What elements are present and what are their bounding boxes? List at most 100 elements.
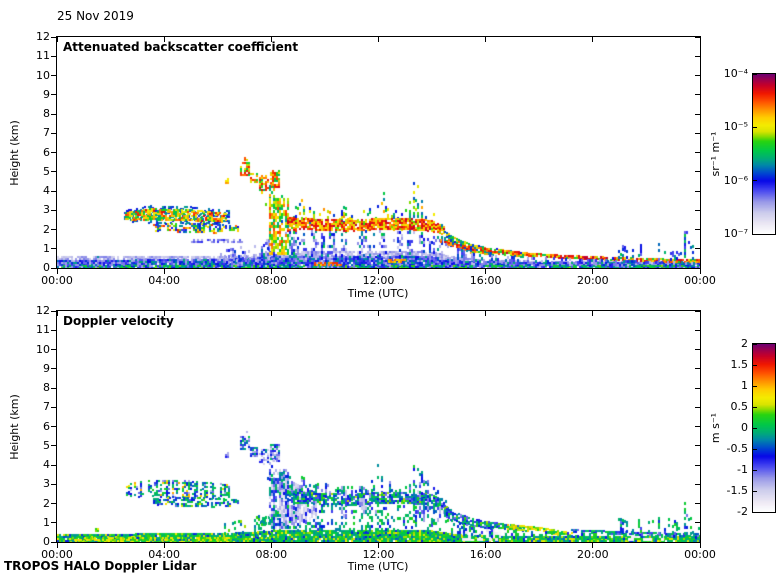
- tick-mark: [695, 406, 700, 408]
- tick-mark: [695, 248, 700, 250]
- colorbar-tick-label: 10⁻⁷: [723, 227, 748, 240]
- x-tick-label: 04:00: [148, 548, 180, 561]
- tick-mark: [378, 543, 379, 548]
- tick-mark: [592, 543, 594, 548]
- tick-mark: [695, 113, 700, 115]
- tick-mark: [51, 132, 56, 134]
- tick-mark: [51, 541, 56, 543]
- y-tick-label: 12: [36, 30, 50, 43]
- y-tick-label: 8: [43, 107, 50, 120]
- y-tick-label: 2: [43, 496, 50, 510]
- tick-mark: [51, 503, 56, 504]
- colorbar-tick-label: 0: [741, 421, 748, 434]
- tick-mark: [485, 269, 487, 274]
- x-tick-label: 00:00: [41, 548, 73, 561]
- tick-mark: [163, 269, 165, 274]
- tick-mark: [753, 73, 757, 75]
- y-tick-label: 3: [43, 203, 50, 217]
- colorbar-tick-label: 10⁻⁶: [723, 173, 748, 187]
- backscatter-plot-frame: [56, 36, 701, 269]
- x-tick-label: 08:00: [255, 274, 288, 287]
- tick-mark: [753, 343, 757, 345]
- backscatter-heatmap: [57, 37, 700, 268]
- colorbar-tick-label: -1.5: [726, 484, 748, 497]
- x-tick-label: 12:00: [362, 274, 395, 287]
- tick-mark: [163, 37, 165, 42]
- backscatter-title: Attenuated backscatter coefficient: [63, 40, 299, 54]
- tick-mark: [56, 37, 58, 42]
- tick-mark: [592, 269, 594, 274]
- doppler-y-axis-label: Height (km): [8, 394, 21, 460]
- tick-mark: [270, 37, 272, 42]
- tick-mark: [699, 543, 701, 548]
- tick-mark: [270, 269, 272, 274]
- tick-mark: [753, 406, 757, 408]
- doppler-title: Doppler velocity: [63, 314, 174, 328]
- colorbar-tick-label: 10⁻⁴: [723, 67, 748, 80]
- tick-mark: [695, 310, 700, 312]
- backscatter-colorbar-units: sr⁻¹ m⁻¹: [709, 131, 722, 177]
- tick-mark: [51, 310, 56, 312]
- tick-mark: [592, 37, 594, 42]
- y-tick-label: 4: [43, 458, 50, 471]
- colorbar-tick-label: -0.5: [726, 442, 748, 455]
- backscatter-y-axis-label: Height (km): [8, 120, 21, 186]
- tick-mark: [378, 37, 379, 42]
- tick-mark: [270, 311, 272, 316]
- tick-mark: [695, 171, 700, 173]
- tick-mark: [163, 543, 165, 548]
- tick-mark: [695, 426, 700, 427]
- tick-mark: [51, 267, 56, 269]
- y-tick-label: 2: [43, 222, 50, 236]
- doppler-plot-frame: [56, 310, 701, 543]
- tick-mark: [51, 94, 56, 96]
- tick-mark: [695, 368, 700, 370]
- backscatter-x-axis-label: Time (UTC): [347, 287, 409, 300]
- x-tick-label: 00:00: [684, 274, 716, 287]
- tick-mark: [695, 522, 700, 524]
- colorbar-tick-label: -1: [737, 463, 748, 476]
- tick-mark: [51, 113, 56, 115]
- x-tick-label: 00:00: [684, 548, 716, 561]
- colorbar-tick-label: 1: [741, 379, 748, 392]
- tick-mark: [753, 448, 757, 450]
- tick-mark: [378, 311, 379, 316]
- tick-mark: [695, 209, 700, 211]
- tick-mark: [695, 329, 700, 331]
- tick-mark: [51, 329, 56, 331]
- tick-mark: [56, 269, 58, 274]
- tick-mark: [695, 152, 700, 153]
- tick-mark: [51, 464, 56, 466]
- y-tick-label: 7: [43, 400, 50, 414]
- y-tick-label: 10: [36, 342, 50, 356]
- y-tick-label: 8: [43, 381, 50, 394]
- instrument-label: TROPOS HALO Doppler Lidar: [4, 559, 197, 573]
- tick-mark: [695, 541, 700, 543]
- tick-mark: [699, 269, 701, 274]
- tick-mark: [695, 55, 700, 57]
- tick-mark: [51, 426, 56, 427]
- tick-mark: [270, 543, 272, 548]
- y-tick-label: 1: [43, 241, 50, 255]
- x-tick-label: 16:00: [469, 548, 502, 561]
- tick-mark: [753, 126, 757, 128]
- doppler-x-axis-label: Time (UTC): [347, 560, 409, 573]
- y-tick-label: 0: [43, 261, 50, 274]
- date-label: 25 Nov 2019: [57, 9, 134, 23]
- tick-mark: [695, 503, 700, 504]
- y-tick-label: 12: [36, 304, 50, 317]
- tick-mark: [695, 132, 700, 134]
- tick-mark: [378, 269, 379, 274]
- tick-mark: [51, 445, 56, 447]
- tick-mark: [51, 55, 56, 57]
- tick-mark: [51, 406, 56, 408]
- tick-mark: [592, 311, 594, 316]
- tick-mark: [51, 483, 56, 485]
- tick-mark: [163, 311, 165, 316]
- y-tick-label: 6: [43, 145, 50, 159]
- tick-mark: [56, 543, 58, 548]
- tick-mark: [485, 37, 487, 42]
- x-tick-label: 20:00: [576, 548, 609, 561]
- colorbar-tick-label: 10⁻⁵: [723, 120, 748, 134]
- tick-mark: [695, 445, 700, 447]
